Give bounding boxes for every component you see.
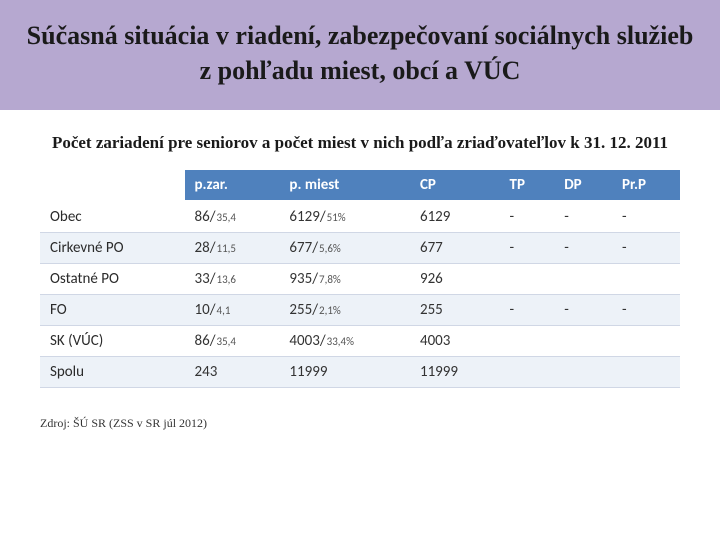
cell-pmiest: 6129/51%	[279, 201, 410, 233]
cell-pzar: 243	[185, 357, 280, 388]
cell-prp	[612, 326, 680, 357]
cell-dp	[554, 326, 612, 357]
cell-dp	[554, 264, 612, 295]
cell-pzar: 33/13,6	[185, 264, 280, 295]
cell-cp: 926	[410, 264, 500, 295]
cell-dp	[554, 357, 612, 388]
cell-pzar: 86/35,4	[185, 201, 280, 233]
row-label: SK (VÚC)	[40, 326, 185, 357]
row-label: Spolu	[40, 357, 185, 388]
cell-pzar: 86/35,4	[185, 326, 280, 357]
cell-pmiest: 4003/33,4%	[279, 326, 410, 357]
cell-prp: -	[612, 201, 680, 233]
cell-pzar: 10/4,1	[185, 295, 280, 326]
table-row: Ostatné PO33/13,6935/7,8%926	[40, 264, 680, 295]
cell-prp: -	[612, 233, 680, 264]
cell-cp: 677	[410, 233, 500, 264]
cell-cp: 4003	[410, 326, 500, 357]
table-row: Spolu2431199911999	[40, 357, 680, 388]
data-table: p.zar. p. miest CP TP DP Pr.P Obec86/35,…	[40, 170, 680, 388]
cell-tp	[500, 326, 555, 357]
cell-prp	[612, 357, 680, 388]
cell-tp: -	[500, 201, 555, 233]
row-label: Ostatné PO	[40, 264, 185, 295]
cell-dp: -	[554, 233, 612, 264]
cell-pmiest: 255/2,1%	[279, 295, 410, 326]
data-table-wrap: p.zar. p. miest CP TP DP Pr.P Obec86/35,…	[40, 170, 680, 388]
cell-prp	[612, 264, 680, 295]
col-prp: Pr.P	[612, 170, 680, 201]
table-row: Obec86/35,46129/51%6129---	[40, 201, 680, 233]
cell-pzar: 28/11,5	[185, 233, 280, 264]
cell-cp: 11999	[410, 357, 500, 388]
col-blank	[40, 170, 185, 201]
table-subtitle: Počet zariadení pre seniorov a počet mie…	[40, 132, 680, 154]
cell-dp: -	[554, 295, 612, 326]
table-row: SK (VÚC)86/35,44003/33,4%4003	[40, 326, 680, 357]
table-body: Obec86/35,46129/51%6129---Cirkevné PO28/…	[40, 201, 680, 388]
cell-cp: 6129	[410, 201, 500, 233]
table-row: Cirkevné PO28/11,5677/5,6%677---	[40, 233, 680, 264]
cell-cp: 255	[410, 295, 500, 326]
col-cp: CP	[410, 170, 500, 201]
cell-tp: -	[500, 233, 555, 264]
source-note: Zdroj: ŠÚ SR (ZSS v SR júl 2012)	[40, 416, 720, 431]
cell-pmiest: 677/5,6%	[279, 233, 410, 264]
table-header-row: p.zar. p. miest CP TP DP Pr.P	[40, 170, 680, 201]
table-row: FO10/4,1255/2,1%255---	[40, 295, 680, 326]
cell-tp	[500, 357, 555, 388]
page-title: Súčasná situácia v riadení, zabezpečovan…	[20, 18, 700, 88]
col-pzar: p.zar.	[185, 170, 280, 201]
row-label: Cirkevné PO	[40, 233, 185, 264]
row-label: FO	[40, 295, 185, 326]
cell-pmiest: 11999	[279, 357, 410, 388]
col-tp: TP	[500, 170, 555, 201]
cell-tp: -	[500, 295, 555, 326]
col-dp: DP	[554, 170, 612, 201]
row-label: Obec	[40, 201, 185, 233]
cell-dp: -	[554, 201, 612, 233]
cell-tp	[500, 264, 555, 295]
col-pmiest: p. miest	[279, 170, 410, 201]
cell-prp: -	[612, 295, 680, 326]
header-band: Súčasná situácia v riadení, zabezpečovan…	[0, 0, 720, 110]
cell-pmiest: 935/7,8%	[279, 264, 410, 295]
